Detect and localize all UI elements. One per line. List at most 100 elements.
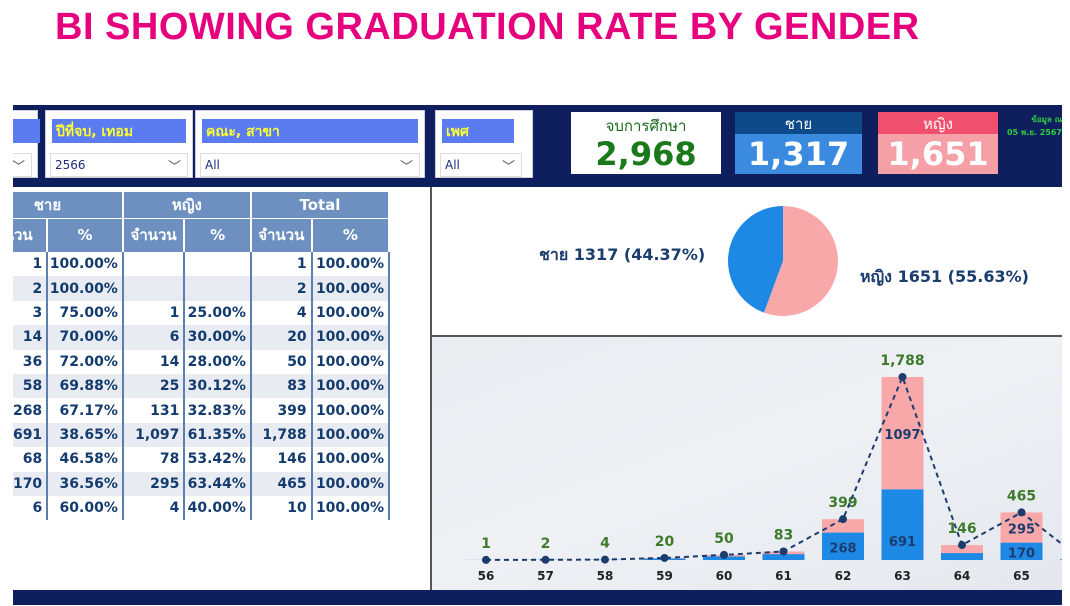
table-cell: 30.00% (184, 325, 252, 350)
total-data-label: 1 (481, 536, 491, 552)
table-cell: 78 (122, 447, 186, 472)
total-data-label: 20 (655, 534, 675, 550)
kpi-male: ชาย 1,317 (735, 112, 862, 174)
header-female: หญิง (122, 192, 252, 218)
bar-male[interactable] (822, 532, 864, 560)
table-cell: 100.00% (311, 276, 391, 301)
total-point[interactable] (1017, 508, 1026, 517)
table-row: 268 67.17% 131 32.83% 399 100.00% (13, 398, 391, 423)
table-cell: 10 (250, 495, 313, 521)
total-point[interactable] (482, 555, 490, 564)
pie-chart-panel: ชาย 1317 (44.37%) หญิง 1651 (55.63%) (430, 187, 1062, 337)
table-cell: 6 (13, 495, 49, 521)
bar-female[interactable] (881, 377, 924, 490)
total-point[interactable] (541, 555, 550, 564)
table-row: 691 38.65% 1,097 61.35% 1,788 100.00% (13, 422, 391, 448)
table-cell: 691 (13, 422, 49, 448)
table-cell: 53.42% (184, 447, 252, 472)
table-cell: 1 (122, 300, 186, 326)
gender-dropdown[interactable]: All ﹀ (440, 153, 522, 177)
total-data-label: 146 (947, 521, 976, 537)
total-point[interactable] (720, 550, 728, 559)
table-cell: 100.00% (311, 398, 391, 423)
x-tick-label: 59 (656, 569, 673, 583)
table-cell: 25.00% (184, 300, 252, 326)
slicer-gender: เพศ All ﹀ (435, 110, 533, 178)
table-cell: 1,097 (122, 422, 186, 448)
table-cell: 100.00% (311, 325, 391, 350)
bar-male[interactable] (1060, 559, 1062, 560)
table-cell: 100.00% (311, 373, 391, 399)
table-cell: 67.17% (47, 398, 124, 423)
header-male: ชาย (13, 192, 124, 218)
pie-slice-male[interactable] (728, 206, 783, 313)
subheader: % (47, 217, 124, 252)
table-row: 68 46.58% 78 53.42% 146 100.00% (13, 447, 391, 472)
table-row: 58 69.88% 25 30.12% 83 100.00% (13, 373, 391, 399)
table-cell: 50 (250, 349, 313, 374)
table-cell: 32.83% (184, 398, 252, 423)
table-cell: 70.00% (47, 325, 124, 350)
x-tick-label: 60 (716, 569, 733, 583)
slicer-cut[interactable]: ﹀ (13, 110, 40, 178)
table-cell: 100.00% (311, 349, 391, 374)
bar-chart-panel: 56 1 57 2 58 4 59 20 60 50 61 83 62 399 268 63 1,788 691 1… (430, 337, 1062, 590)
chevron-down-icon: ﹀ (13, 160, 25, 175)
pie-chart (728, 206, 838, 316)
total-data-label: 465 (1007, 488, 1036, 504)
table-cell: 20 (250, 325, 313, 350)
table-cell: 30.12% (184, 373, 252, 399)
table-cell (184, 276, 252, 301)
total-data-label: 1,788 (880, 353, 924, 369)
male-data-label: 268 (829, 541, 856, 556)
subheader: % (311, 217, 391, 252)
bar-male[interactable] (762, 554, 805, 560)
total-point[interactable] (958, 541, 966, 550)
table-cell: 1 (250, 252, 313, 277)
table-cell: 25 (122, 373, 186, 399)
table-cell: 72.00% (47, 349, 124, 374)
total-point[interactable] (839, 515, 847, 524)
table-row: 6 60.00% 4 40.00% 10 100.00% (13, 495, 391, 521)
x-tick-label: 56 (478, 569, 495, 583)
chevron-down-icon: ﹀ (167, 160, 181, 175)
stacked-bar-chart: 56 1 57 2 58 4 59 20 60 50 61 83 62 399 268 63 1,788 691 1… (465, 353, 1062, 583)
male-data-label: 170 (1008, 546, 1035, 561)
table-row: 36 72.00% 14 28.00% 50 100.00% (13, 349, 391, 374)
table-cell: 4 (122, 495, 186, 521)
bar-male[interactable] (1000, 542, 1043, 560)
table-cell: 170 (13, 471, 49, 496)
table-cell: 61.35% (184, 422, 252, 448)
pie-slice-female[interactable] (763, 206, 838, 316)
kpi-female: หญิง 1,651 (878, 112, 998, 174)
table-cell: 63.44% (184, 471, 252, 496)
total-data-label: 2 (541, 536, 551, 552)
table-cell: 100.00% (311, 300, 391, 326)
table-cell: 68 (13, 447, 49, 472)
bar-male[interactable] (881, 489, 924, 560)
table-cell (122, 252, 186, 277)
table-cell: 14 (122, 349, 186, 374)
bar-male[interactable] (941, 553, 983, 560)
bar-female[interactable] (1000, 512, 1043, 543)
chevron-down-icon: ﹀ (501, 160, 515, 175)
total-data-label: 399 (828, 495, 857, 511)
table-cell: 46.58% (47, 447, 124, 472)
total-point[interactable] (601, 555, 609, 564)
faculty-dropdown[interactable]: All ﹀ (200, 153, 420, 177)
table-cell: 14 (13, 325, 49, 350)
table-cell: 100.00% (311, 252, 391, 277)
x-tick-label: 62 (835, 569, 852, 583)
subheader: จำนวน (250, 217, 313, 252)
total-point[interactable] (898, 373, 907, 381)
total-data-label: 50 (714, 531, 734, 547)
table-cell: 1,788 (250, 422, 313, 448)
total-point[interactable] (779, 547, 788, 556)
subheader: % (184, 217, 252, 252)
total-point[interactable] (660, 553, 669, 562)
x-tick-label: 65 (1013, 569, 1030, 583)
year-dropdown[interactable]: 2566 ﹀ (50, 153, 188, 177)
bar-female[interactable] (822, 519, 864, 533)
subheader: จำนวน (13, 217, 49, 252)
